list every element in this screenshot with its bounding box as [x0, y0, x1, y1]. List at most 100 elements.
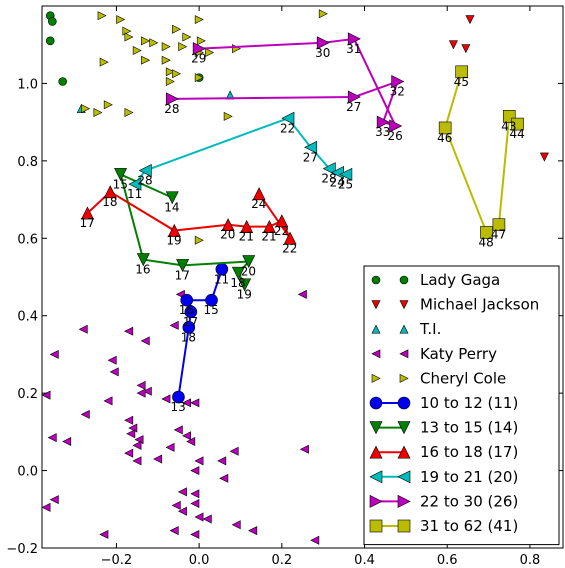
point-3-8 — [109, 367, 119, 377]
series-point-1-0 — [238, 278, 252, 292]
legend-label-7: 16 to 18 (17) — [420, 443, 518, 461]
point-4-6 — [149, 38, 159, 48]
series-point-1-2 — [242, 255, 256, 269]
point-4-2 — [194, 15, 204, 25]
x-tick-label-1: 0.0 — [189, 553, 210, 568]
point-3-38 — [190, 489, 200, 499]
point-4-16 — [161, 55, 171, 65]
point-label-2-3: 20 — [220, 228, 235, 242]
legend-marker-a-7 — [369, 445, 383, 459]
legend-label-5: 10 to 12 (11) — [420, 394, 518, 412]
point-3-7 — [107, 355, 117, 365]
y-tick-label-6: 1.0 — [17, 77, 38, 92]
point-label-5-0: 45 — [454, 75, 469, 89]
point-3-11 — [136, 388, 146, 398]
point-3-35 — [190, 466, 200, 476]
point-label-3-0: 11 — [127, 187, 142, 201]
legend-marker-a-1 — [371, 300, 381, 310]
series-point-4-3 — [376, 115, 390, 129]
legend-marker-a-0 — [371, 275, 381, 285]
y-tick-label-4: 0.6 — [17, 232, 38, 247]
legend-marker-a-4 — [371, 373, 381, 383]
series-point-2-4 — [240, 220, 254, 233]
point-1-0 — [465, 15, 475, 25]
x-tick-label-5: 0.8 — [520, 553, 541, 568]
point-3-22 — [173, 425, 183, 435]
point-label-1-5: 15 — [113, 177, 128, 191]
point-label-5-3: 47 — [491, 228, 506, 242]
point-4-27 — [223, 111, 233, 121]
series-point-5-0 — [455, 65, 468, 79]
y-tick-label-0: −0.2 — [6, 542, 38, 557]
legend-marker-b-5 — [397, 396, 411, 410]
point-4-0 — [97, 11, 107, 21]
series-point-1-1 — [231, 266, 245, 280]
legend-marker-b-1 — [399, 300, 409, 310]
point-label-1-3: 17 — [175, 268, 190, 282]
series-point-5-3 — [492, 218, 506, 232]
legend-marker-b-7 — [397, 445, 411, 459]
point-4-22 — [194, 73, 204, 83]
point-4-18 — [99, 57, 109, 67]
point-4-5 — [141, 36, 151, 46]
point-label-0-2: 17 — [183, 315, 198, 329]
axes-frame — [41, 5, 564, 549]
point-4-4 — [124, 32, 134, 42]
point-4-25 — [93, 107, 103, 117]
series-point-1-5 — [114, 168, 128, 182]
legend-marker-a-10 — [369, 519, 383, 533]
point-4-7 — [161, 42, 171, 52]
series-point-2-5 — [262, 220, 276, 233]
series-point-3-4 — [322, 162, 336, 176]
point-3-34 — [229, 446, 239, 456]
point-3-18 — [124, 415, 134, 425]
y-tick-label-3: 0.4 — [17, 310, 38, 325]
point-3-20 — [126, 429, 136, 439]
series-point-4-6 — [316, 36, 330, 50]
legend-marker-a-9 — [369, 494, 383, 508]
point-3-46 — [231, 520, 241, 530]
point-3-12 — [41, 390, 51, 400]
point-label-3-4: 28 — [321, 172, 336, 186]
point-0-2 — [45, 36, 55, 46]
point-3-44 — [202, 514, 212, 524]
point-3-45 — [169, 526, 179, 536]
series-point-2-1 — [103, 185, 117, 199]
legend-label-9: 22 to 30 (26) — [420, 492, 518, 510]
legend-label-2: T.I. — [419, 320, 441, 338]
point-3-47 — [248, 526, 258, 536]
point-label-5-5: 44 — [510, 127, 525, 141]
legend-label-10: 31 to 62 (41) — [420, 517, 518, 535]
point-4-1 — [116, 15, 126, 25]
point-3-40 — [190, 498, 200, 508]
point-label-4-2: 32 — [390, 84, 405, 98]
point-label-2-0: 17 — [79, 216, 94, 230]
point-3-36 — [299, 444, 309, 454]
point-label-0-4: 15 — [204, 303, 219, 317]
legend-label-0: Lady Gaga — [420, 271, 500, 289]
series-point-1-4 — [136, 253, 150, 267]
point-3-30 — [124, 448, 134, 458]
point-4-8 — [132, 46, 142, 56]
legend-label-3: Katy Perry — [420, 345, 497, 363]
legend-label-1: Michael Jackson — [420, 296, 539, 314]
legend-label-8: 19 to 21 (20) — [420, 468, 518, 486]
series-point-4-7 — [192, 42, 206, 56]
point-label-1-2: 20 — [241, 265, 256, 279]
point-3-31 — [132, 456, 142, 466]
point-1-3 — [539, 152, 549, 162]
point-label-3-6: 25 — [338, 177, 353, 191]
point-3-39 — [219, 473, 229, 483]
point-3-41 — [171, 500, 181, 510]
point-label-0-1: 18 — [181, 330, 196, 344]
point-3-27 — [186, 437, 196, 447]
series-point-2-2 — [167, 223, 181, 237]
point-label-4-4: 26 — [388, 129, 403, 143]
legend-marker-a-6 — [369, 421, 383, 435]
legend-marker-b-10 — [397, 519, 411, 533]
point-label-5-4: 43 — [501, 119, 516, 133]
y-tick-label-1: 0.0 — [17, 465, 38, 480]
point-label-4-5: 31 — [346, 42, 361, 56]
point-label-4-6: 30 — [315, 46, 330, 60]
